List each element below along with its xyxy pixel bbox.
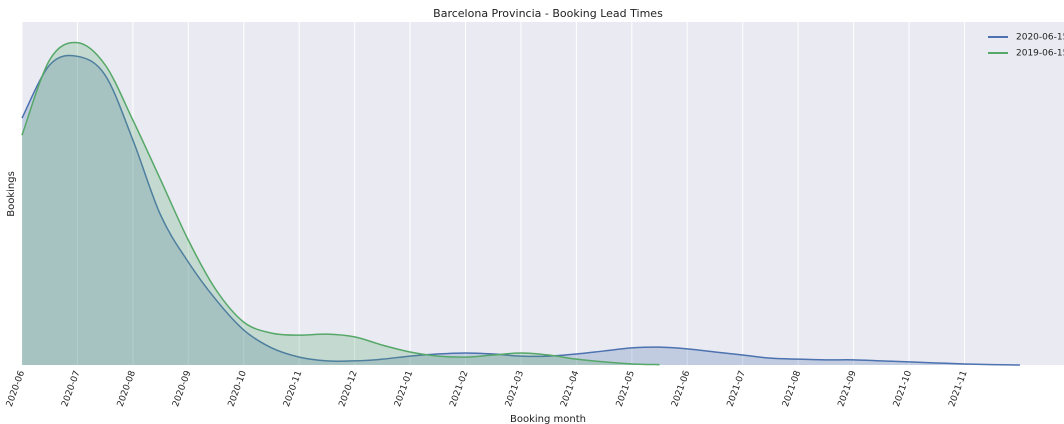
chart-title: Barcelona Provincia - Booking Lead Times xyxy=(433,7,663,20)
x-tick-label: 2020-12 xyxy=(338,369,360,408)
x-tick-label: 2021-02 xyxy=(448,369,470,408)
x-tick-label: 2020-10 xyxy=(227,369,249,408)
x-tick-label: 2020-08 xyxy=(116,369,138,408)
x-tick-label: 2020-07 xyxy=(60,369,82,408)
area-fill xyxy=(22,42,660,365)
area-line xyxy=(21,54,1020,366)
x-axis-label: Booking month xyxy=(510,414,586,424)
x-tick-label: 2021-06 xyxy=(670,369,692,408)
x-axis: 2020-06 2020-07 2020-08 2020-09 2020-10 2020-… xyxy=(5,369,970,408)
legend: 2020-06-15 2019-06-15 xyxy=(988,33,1064,59)
x-tick-label: 2021-09 xyxy=(837,369,859,408)
y-axis-label: Bookings xyxy=(6,171,17,217)
x-tick-label: 2020-09 xyxy=(171,369,193,408)
x-tick-label: 2021-07 xyxy=(726,369,748,408)
legend-label: 2020-06-15 xyxy=(1016,33,1064,43)
area-fill xyxy=(22,55,1020,366)
plot-background xyxy=(22,22,1064,365)
x-tick-label: 2021-10 xyxy=(892,369,914,408)
x-tick-label: 2021-05 xyxy=(615,369,637,408)
x-tick-label: 2020-06 xyxy=(5,369,27,408)
areas xyxy=(21,41,1020,366)
x-tick-label: 2021-03 xyxy=(504,369,526,408)
x-tick-label: 2021-08 xyxy=(781,369,803,408)
area-line xyxy=(21,41,660,366)
x-tick-label: 2021-01 xyxy=(393,369,415,408)
x-tick-label: 2021-11 xyxy=(947,369,969,408)
x-tick-label: 2021-04 xyxy=(559,369,581,408)
grid xyxy=(21,22,965,365)
legend-label: 2019-06-15 xyxy=(1016,49,1064,59)
x-tick-label: 2020-11 xyxy=(282,369,304,408)
